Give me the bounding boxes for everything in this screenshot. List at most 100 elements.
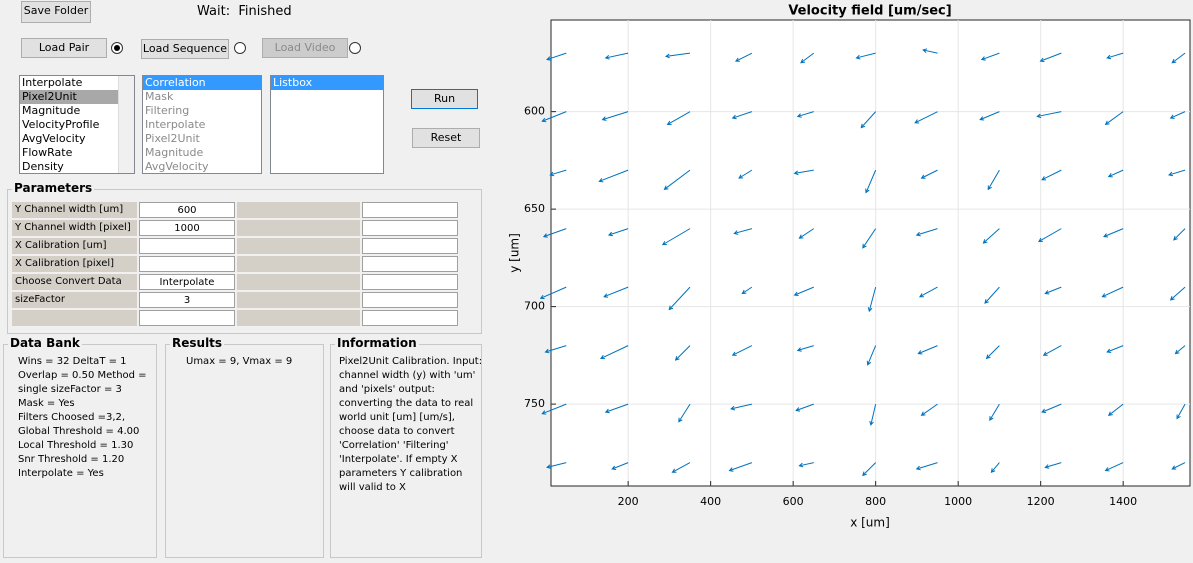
- list-item[interactable]: Magnitude: [22, 104, 81, 117]
- list-item[interactable]: Interpolate: [22, 76, 83, 89]
- load-video-button: Load Video: [262, 38, 348, 58]
- velocity-arrow: [915, 462, 938, 471]
- velocity-arrow: [666, 111, 691, 125]
- velocity-arrow: [1168, 169, 1186, 177]
- velocity-arrow: [1169, 111, 1186, 119]
- list-item[interactable]: Interpolate: [145, 118, 206, 131]
- velocity-arrow: [1176, 403, 1186, 420]
- velocity-arrow: [920, 169, 938, 179]
- velocity-arrow: [922, 48, 938, 54]
- list-item[interactable]: Listbox: [271, 76, 383, 90]
- load-sequence-button[interactable]: Load Sequence: [141, 39, 229, 59]
- panel-title: Results: [170, 336, 225, 350]
- param-input[interactable]: 600: [139, 202, 235, 218]
- param-input[interactable]: [362, 292, 458, 308]
- list-item[interactable]: Correlation: [143, 76, 261, 90]
- velocity-arrow: [869, 403, 877, 426]
- velocity-arrow: [1173, 228, 1186, 241]
- param-input[interactable]: [362, 220, 458, 236]
- list-item[interactable]: AvgVelocity: [145, 160, 209, 173]
- velocity-arrow: [1104, 462, 1124, 472]
- velocity-arrow: [734, 52, 753, 62]
- list-item[interactable]: AvgVelocity: [22, 132, 86, 145]
- scrollbar[interactable]: [118, 76, 134, 173]
- velocity-arrow: [989, 403, 1000, 422]
- data-bank-text: Wins = 32 DeltaT = 1 Overlap = 0.50 Metho…: [18, 355, 147, 481]
- load-pair-button[interactable]: Load Pair: [21, 38, 107, 58]
- velocity-arrow: [728, 462, 753, 472]
- velocity-arrow: [1107, 169, 1124, 178]
- param-input[interactable]: Interpolate: [139, 274, 235, 290]
- text-line: Mask = Yes: [18, 398, 75, 409]
- param-input[interactable]: [362, 310, 458, 326]
- velocity-arrow: [549, 169, 567, 177]
- velocity-arrow: [1036, 111, 1062, 119]
- param-spacer: [237, 274, 360, 290]
- velocity-arrow: [914, 111, 938, 124]
- x-tick-label: 1400: [1109, 495, 1137, 508]
- list-item[interactable]: Mask: [145, 90, 174, 103]
- list-item[interactable]: Pixel2Unit: [145, 132, 200, 145]
- velocity-arrow: [730, 403, 753, 411]
- velocity-arrow: [731, 111, 753, 120]
- parameters-panel: Parameters Y Channel width [um] 600 Y Chan…: [7, 181, 482, 334]
- param-spacer: [237, 220, 360, 236]
- list-item[interactable]: Pixel2Unit: [20, 90, 118, 104]
- velocity-arrow: [611, 462, 629, 470]
- velocity-arrow: [982, 228, 1000, 244]
- velocity-arrow: [1039, 52, 1062, 63]
- save-folder-button[interactable]: Save Folder: [21, 1, 91, 23]
- velocity-arrow: [1101, 286, 1124, 298]
- velocity-arrow: [539, 286, 567, 300]
- param-input[interactable]: 1000: [139, 220, 235, 236]
- velocity-arrow: [731, 345, 753, 356]
- results-panel: Results Umax = 9, Vmax = 9: [165, 336, 324, 558]
- velocity-arrow: [798, 462, 814, 468]
- velocity-arrow: [541, 111, 567, 123]
- velocity-arrow: [1107, 403, 1124, 416]
- param-label: X Calibration [um]: [12, 238, 137, 254]
- velocity-arrow: [793, 169, 814, 176]
- x-tick-label: 400: [700, 495, 721, 508]
- velocity-arrow: [984, 286, 1000, 304]
- list-item[interactable]: Filtering: [145, 104, 190, 117]
- velocity-arrow: [867, 286, 877, 313]
- velocity-arrow: [985, 345, 1000, 360]
- results-text: Umax = 9, Vmax = 9: [186, 355, 292, 369]
- radio-button[interactable]: [111, 42, 123, 54]
- status-text: Finished: [238, 4, 292, 19]
- param-input[interactable]: [362, 256, 458, 272]
- information-text: Pixel2Unit Calibration. Input: channel wi…: [339, 355, 482, 495]
- listbox[interactable]: Listbox: [270, 75, 384, 174]
- velocity-arrow: [1171, 462, 1186, 470]
- radio-button[interactable]: [234, 42, 246, 54]
- param-input[interactable]: [139, 256, 235, 272]
- text-line: single sizeFactor = 3: [18, 384, 122, 395]
- text-line: Overlap = 0.50 Method =: [18, 370, 147, 381]
- velocity-arrow: [915, 228, 938, 237]
- velocity-arrow: [866, 345, 877, 366]
- param-input[interactable]: [139, 238, 235, 254]
- velocity-arrow: [1044, 462, 1062, 469]
- param-input[interactable]: [139, 310, 235, 326]
- listbox[interactable]: Correlation Mask Filtering Interpolate Pixel…: [142, 75, 262, 174]
- list-item[interactable]: Magnitude: [145, 146, 204, 159]
- list-item[interactable]: FlowRate: [22, 146, 73, 159]
- velocity-arrow: [544, 345, 567, 354]
- velocity-arrow: [664, 52, 691, 59]
- list-item[interactable]: VelocityProfile: [22, 118, 100, 131]
- velocity-arrow: [598, 169, 629, 183]
- radio-button[interactable]: [349, 42, 361, 54]
- text-line: Global Threshold = 4.00: [18, 426, 140, 437]
- list-item[interactable]: Density: [22, 160, 64, 173]
- velocity-arrow: [800, 52, 815, 64]
- param-input[interactable]: [362, 202, 458, 218]
- reset-button[interactable]: Reset: [412, 128, 480, 148]
- text-line: world unit [um] [um/s],: [339, 412, 455, 423]
- run-button[interactable]: Run: [411, 89, 478, 109]
- param-input[interactable]: 3: [139, 292, 235, 308]
- velocity-arrow: [599, 345, 629, 360]
- param-input[interactable]: [362, 274, 458, 290]
- param-input[interactable]: [362, 238, 458, 254]
- listbox[interactable]: Interpolate Pixel2Unit Magnitude VelocityPr…: [19, 75, 135, 174]
